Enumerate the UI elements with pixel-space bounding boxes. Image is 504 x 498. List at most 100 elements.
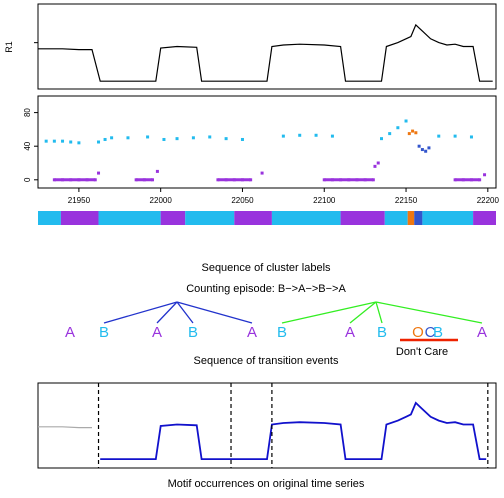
cluster-segment <box>98 211 161 225</box>
middle-scatter-point <box>134 178 138 182</box>
middle-scatter-point <box>363 178 367 182</box>
middle-scatter-point <box>77 178 81 182</box>
middle-y-tick-label: 40 <box>23 141 32 150</box>
middle-scatter-point <box>404 119 408 123</box>
cluster-segment <box>160 211 186 225</box>
cluster-segment <box>271 211 341 225</box>
cluster-segment <box>422 211 474 225</box>
transition-event-letter: B <box>377 324 387 341</box>
middle-scatter-point <box>69 140 73 144</box>
middle-scatter-point <box>330 178 334 182</box>
middle-y-tick-label: 0 <box>23 177 32 182</box>
episode-title: Counting episode: B−>A−>B−>A <box>186 283 346 295</box>
blue-tree-branch <box>176 301 253 324</box>
middle-scatter-point <box>240 178 244 182</box>
middle-scatter-point <box>93 178 97 182</box>
cluster-segment <box>234 211 272 225</box>
cluster-segment <box>473 211 496 225</box>
middle-scatter-point <box>77 141 81 145</box>
transition-event-letter: A <box>345 324 355 341</box>
transition-events-caption: Sequence of transition events <box>194 355 339 367</box>
motif-caption: Motif occurrences on original time serie… <box>168 478 365 490</box>
middle-scatter-point <box>61 178 65 182</box>
middle-scatter-point <box>240 137 244 141</box>
transition-event-letter: A <box>477 324 487 341</box>
cluster-labels-caption: Sequence of cluster labels <box>201 262 331 274</box>
middle-scatter-point <box>146 135 150 139</box>
middle-panel-frame <box>37 95 497 189</box>
middle-scatter-point <box>85 178 89 182</box>
middle-scatter-point <box>437 134 441 138</box>
middle-scatter-point <box>224 137 228 141</box>
middle-scatter-point <box>427 146 431 150</box>
cluster-segment <box>414 211 423 225</box>
middle-scatter-point <box>411 129 415 133</box>
middle-scatter-point <box>453 134 457 138</box>
middle-scatter-point <box>330 134 334 138</box>
cluster-label-strip <box>38 211 496 225</box>
middle-scatter-point <box>232 178 236 182</box>
middle-scatter-point <box>414 131 418 135</box>
transition-event-letter: B <box>99 324 109 341</box>
middle-scatter-point <box>260 171 264 175</box>
transition-events: A B A B A B A B O CB A <box>65 324 487 341</box>
middle-scatter-point <box>314 133 318 137</box>
cluster-segment <box>384 211 408 225</box>
middle-scatter-point <box>396 126 400 130</box>
middle-scatter-run <box>54 175 484 180</box>
blue-tree-branch <box>103 301 178 324</box>
middle-x-tick-label: 22050 <box>231 196 254 205</box>
middle-scatter-point <box>322 178 326 182</box>
cluster-segment <box>340 211 385 225</box>
cluster-segment <box>60 211 99 225</box>
middle-scatter-point <box>110 136 114 140</box>
middle-x-tick-label: 22100 <box>313 196 336 205</box>
transition-event-letter: A <box>247 324 257 341</box>
green-tree-branch <box>375 301 383 324</box>
middle-scatter-point <box>224 178 228 182</box>
middle-scatter-point <box>388 132 392 136</box>
middle-scatter-point <box>339 178 343 182</box>
middle-scatter-point <box>355 178 359 182</box>
middle-x-tick-label: 21950 <box>68 196 91 205</box>
middle-scatter-point <box>373 164 377 168</box>
middle-scatter-point <box>347 178 351 182</box>
motif-panel-frame <box>37 382 497 469</box>
middle-scatter-point <box>483 173 487 177</box>
middle-scatter-point <box>478 178 482 182</box>
middle-scatter-point <box>126 136 130 140</box>
episode-tree <box>103 301 483 342</box>
middle-scatter-point <box>281 134 285 138</box>
middle-scatter-point <box>469 178 473 182</box>
green-tree-branch <box>375 301 483 324</box>
transition-event-letter: C <box>425 324 436 341</box>
middle-scatter-point <box>461 178 465 182</box>
middle-scatter-point <box>97 171 101 175</box>
middle-scatter-point <box>417 144 421 148</box>
green-tree-branch <box>349 301 377 324</box>
middle-scatter-point <box>155 169 159 173</box>
middle-scatter-point <box>371 178 375 182</box>
middle-scatter-point <box>69 178 73 182</box>
cluster-segment <box>38 211 61 225</box>
middle-x-tick-label: 22200 <box>477 196 500 205</box>
middle-scatter-point <box>44 139 48 143</box>
cluster-segment <box>185 211 235 225</box>
motif-series <box>38 383 489 468</box>
top-panel-frame <box>37 3 497 90</box>
transition-event-letter: B <box>188 324 198 341</box>
middle-axes: 0 40 80 21950 22000 22050 22100 22150 22200 <box>23 108 499 205</box>
middle-scatter-point <box>453 178 457 182</box>
middle-scatter-point <box>52 139 56 143</box>
middle-scatter-point <box>191 136 195 140</box>
middle-y-tick-label: 80 <box>23 108 32 117</box>
transition-event-letter: B <box>277 324 287 341</box>
middle-scatter-point <box>407 132 411 136</box>
transition-event-letter: A <box>65 324 75 341</box>
middle-scatter-point <box>175 137 179 141</box>
middle-scatter-point <box>380 137 383 141</box>
dont-care-label: Don't Care <box>396 346 448 358</box>
middle-scatter-point <box>469 135 473 139</box>
middle-scatter-point <box>249 178 253 182</box>
